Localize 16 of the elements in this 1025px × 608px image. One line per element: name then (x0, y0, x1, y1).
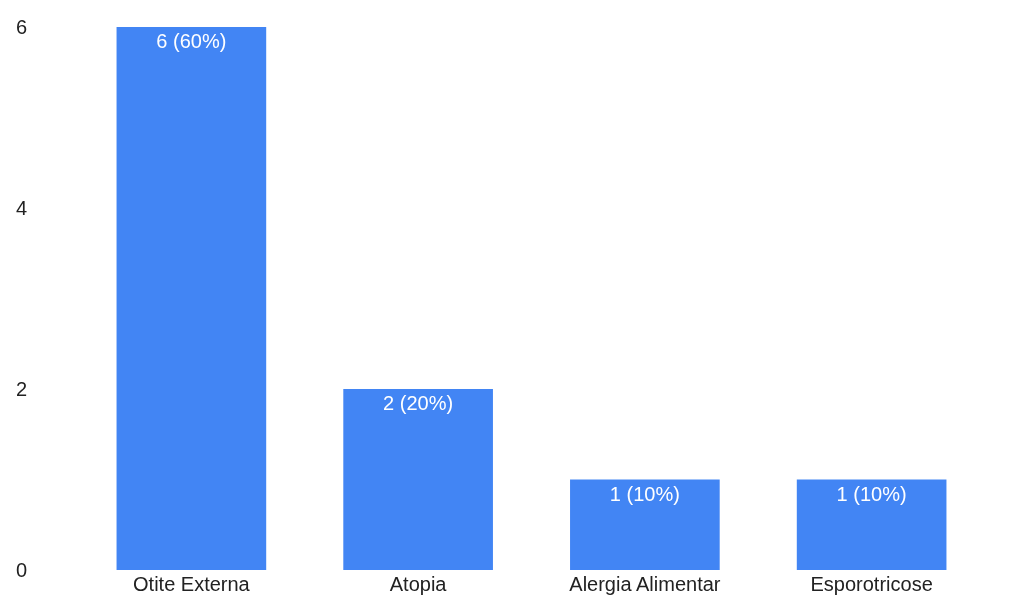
y-tick-label: 2 (15, 378, 27, 400)
x-tick-label: Otite Externa (133, 573, 251, 595)
x-tick-label: Alergia Alimentar (569, 573, 721, 595)
data-label: 1 (10%) (836, 482, 907, 505)
bar (343, 389, 493, 570)
y-tick-label: 4 (15, 197, 27, 219)
bar (796, 479, 947, 570)
y-tick-label: 6 (15, 16, 27, 38)
y-tick-label: 0 (15, 559, 27, 581)
data-label: 2 (20%) (383, 392, 454, 414)
bar (570, 479, 720, 570)
data-label: 1 (10%) (609, 482, 680, 505)
bar (116, 27, 267, 570)
x-tick-label: Esporotricose (810, 573, 933, 595)
x-tick-label: Atopia (389, 573, 448, 595)
data-label: 6 (60%) (156, 30, 227, 52)
